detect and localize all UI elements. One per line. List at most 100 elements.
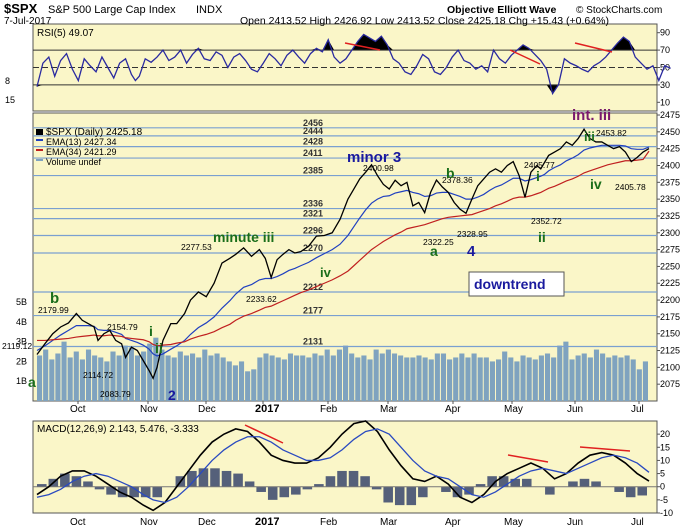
rsi-line (36, 33, 671, 96)
volume-bar (98, 357, 104, 401)
price-level-label: 2444 (303, 126, 323, 136)
price-label: 2328.95 (457, 229, 488, 239)
macd-histogram-bar (568, 481, 578, 487)
macd-histogram-bar (637, 486, 647, 496)
wave-label: 2 (168, 387, 176, 403)
price-tick-label: 2425 (660, 144, 680, 154)
volume-bar (214, 353, 220, 401)
macd-tick-label: 20 (660, 429, 670, 439)
volume-bar (563, 341, 569, 401)
volume-bar (355, 357, 361, 401)
price-tick-label: 2200 (660, 295, 680, 305)
volume-bar (300, 355, 306, 401)
wave-label: b (446, 165, 455, 181)
volume-bar (232, 365, 238, 401)
macd-layer: -10 -5 0 5 10 15 20 MACD(12,26,9) 2.143, 5.476,… (33, 420, 673, 518)
price-label: 2378.36 (442, 175, 473, 185)
macd-histogram-bar (487, 476, 497, 487)
price-x-tick-label: Nov (140, 404, 158, 415)
volume-bar (336, 349, 342, 401)
volume-bar (79, 359, 85, 401)
volume-bar (587, 357, 593, 401)
volume-tick-label: 3B (16, 337, 27, 347)
macd-histogram-bar (37, 484, 47, 487)
volume-bar (391, 353, 398, 401)
macd-histogram-bar (83, 481, 93, 487)
volume-bar (642, 361, 648, 401)
macd-signal-line (36, 428, 650, 504)
volume-bar (496, 359, 502, 401)
macd-histogram-bar (625, 486, 636, 498)
macd-histogram-bar (545, 486, 555, 495)
volume-bar (612, 355, 618, 401)
header-copyright: © StockCharts.com (576, 5, 662, 16)
macd-x-tick-label: Jun (567, 517, 583, 528)
macd-histogram-bar (291, 486, 301, 495)
price-tick-label: 2225 (660, 278, 680, 288)
macd-divergence-line (579, 446, 631, 452)
macd-histogram-bar (406, 486, 417, 506)
price-tick-label: 2250 (660, 261, 680, 271)
volume-bar (141, 351, 147, 401)
rsi-divergence-line (509, 49, 541, 65)
volume-bar (636, 369, 642, 401)
volume-bar (306, 357, 312, 401)
macd-histogram-bar (279, 486, 290, 498)
volume-tick-label: 5B (16, 297, 27, 307)
volume-bar (128, 347, 134, 401)
macd-histogram-bar (129, 486, 139, 498)
wave-label: int. iii (572, 107, 611, 124)
price-level-label: 2456 (303, 118, 323, 128)
price-label: 2154.79 (107, 322, 138, 332)
volume-bar (43, 349, 49, 401)
rsi-tick-label: 30 (660, 80, 670, 90)
rsi-tick-label: 10 (660, 97, 670, 107)
macd-histogram-bar (325, 476, 336, 487)
macd-tick-label: 10 (660, 455, 670, 465)
macd-histogram-bar (337, 470, 347, 487)
header-date: 7-Jul-2017 (4, 16, 52, 27)
volume-bar (202, 349, 208, 401)
price-tick-label: 2475 (660, 110, 680, 120)
macd-panel (32, 420, 658, 514)
price-x-tick-label: Oct (70, 404, 86, 415)
price-level-label: 2411 (303, 148, 323, 158)
header-name: S&P 500 Large Cap Index (48, 4, 176, 16)
volume-bar (343, 345, 349, 401)
volume-bar (85, 349, 92, 401)
volume-bar (508, 357, 514, 401)
price-level-label: 2212 (303, 282, 323, 292)
header-symbol: $SPX (4, 1, 38, 16)
volume-bar (422, 357, 428, 401)
volume-bar (471, 353, 477, 401)
volume-bar (398, 355, 404, 401)
volume-bar (551, 357, 557, 401)
rsi-annotation-8: 8 (5, 76, 10, 86)
downtrend-box (468, 271, 565, 297)
price-tick-label: 2150 (660, 329, 680, 339)
legend-swatch (36, 129, 43, 135)
volume-bar (593, 349, 600, 401)
volume-bar (73, 351, 79, 401)
volume-bar (183, 355, 189, 401)
price-level-label: 2296 (303, 225, 323, 235)
price-label: 2119.12 (2, 341, 32, 351)
macd-histogram-bar (394, 486, 405, 506)
volume-bar (600, 353, 606, 401)
volume-bar (177, 351, 183, 401)
volume-bar (238, 361, 245, 401)
rsi-tick-label: 90 (660, 28, 670, 38)
macd-x-tick-label: Dec (198, 517, 216, 528)
volume-bar (294, 355, 300, 401)
volume-bar (220, 357, 226, 401)
wave-label: 4 (467, 243, 476, 260)
volume-bar (618, 357, 624, 401)
volume-bar (257, 357, 263, 401)
volume-bar (477, 357, 483, 401)
wave-label: i (536, 168, 540, 184)
price-label: 2405.78 (615, 182, 646, 192)
volume-bar (453, 357, 459, 401)
volume-bar (159, 349, 165, 401)
rsi-tick-label: 50 (660, 63, 670, 73)
macd-tick-label: -5 (660, 495, 668, 505)
